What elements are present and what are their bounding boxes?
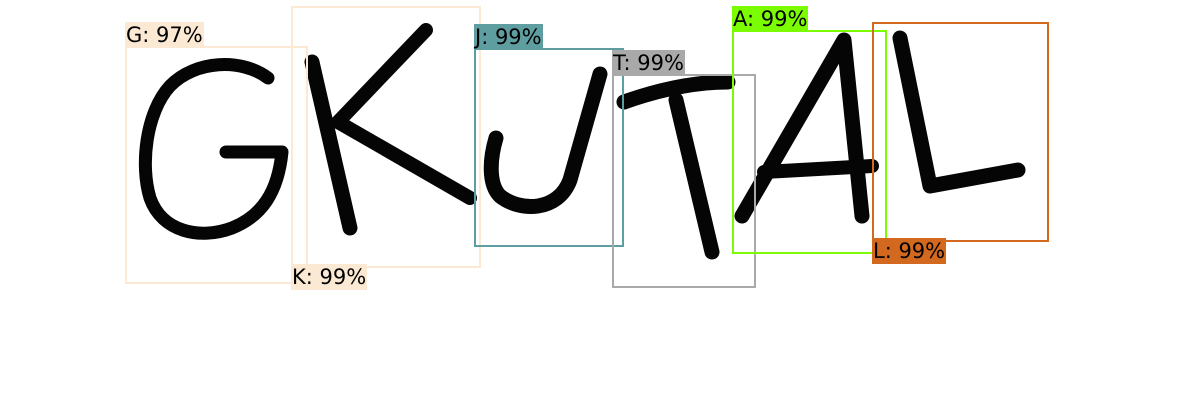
- detection-label-k: K: 99%: [291, 264, 368, 290]
- detection-label-g: G: 97%: [125, 22, 204, 48]
- bounding-box-g: [125, 46, 308, 284]
- handwritten-letter-t-top: [616, 74, 736, 110]
- bounding-box-a: [732, 30, 887, 254]
- handwritten-letter-k: [304, 54, 358, 236]
- handwritten-letter-t-stem: [668, 92, 720, 260]
- detection-label-a: A: 99%: [732, 6, 809, 32]
- handwritten-letter-a-bar: [757, 159, 879, 179]
- handwritten-letter-l: [892, 30, 1026, 194]
- detection-label-j: J: 99%: [474, 24, 543, 50]
- detection-label-t: T: 99%: [612, 50, 685, 76]
- handwritten-letter-k-arms: [331, 23, 477, 205]
- detection-label-l: L: 99%: [872, 238, 947, 264]
- bounding-box-l: [872, 22, 1049, 242]
- handwritten-letter-a: [734, 32, 870, 224]
- handwritten-letter-j: [483, 66, 608, 214]
- handwritten-letter-g: [138, 58, 289, 240]
- bounding-box-j: [474, 48, 624, 247]
- bounding-box-k: [291, 6, 481, 268]
